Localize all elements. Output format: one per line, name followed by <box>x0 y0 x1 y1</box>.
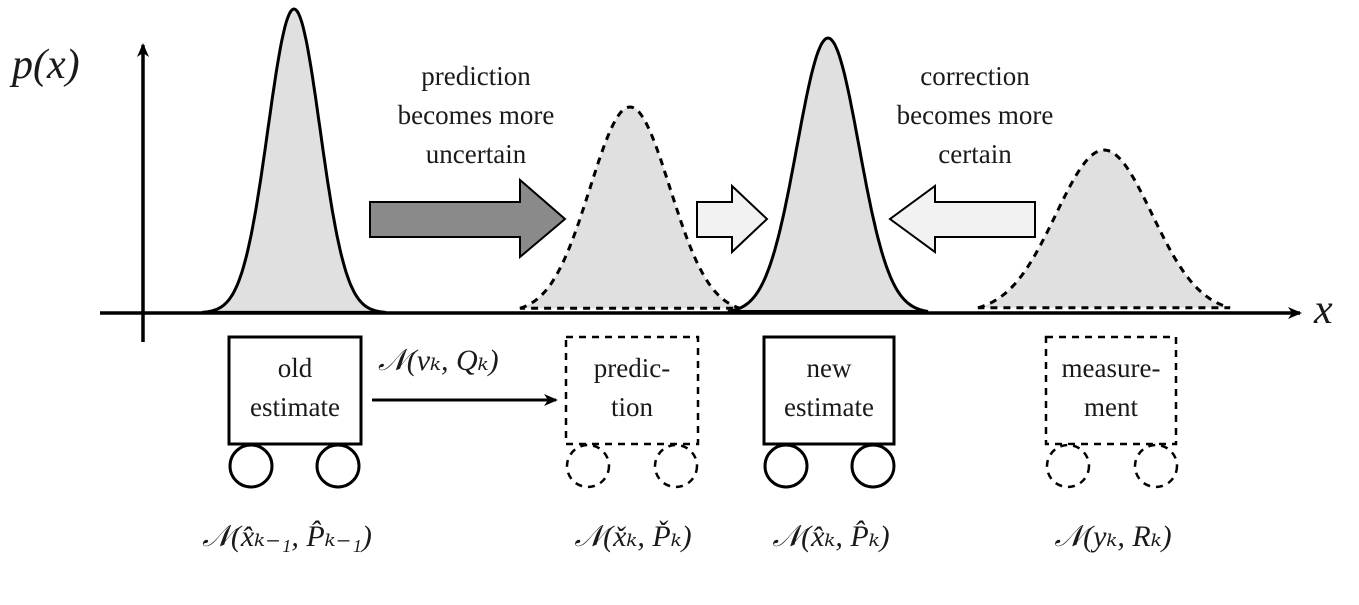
new-estimate-curve <box>727 36 929 313</box>
x-axis-label: x <box>1313 287 1333 333</box>
correction-block-arrow <box>888 184 1036 254</box>
cart-prediction-label-line-2: tion <box>611 392 654 422</box>
cart-prediction-label-line-1: predic- <box>594 353 670 383</box>
correction-annotation-line-1: correction <box>920 61 1030 91</box>
prediction-annotation-line-1: prediction <box>421 61 531 91</box>
cart-new-estimate: new estimate <box>762 335 896 489</box>
cart-prediction: predic- tion <box>564 335 700 489</box>
cart-new-wheel-right <box>850 443 896 489</box>
cart-prediction-wheel-left <box>565 443 611 489</box>
prediction-annotation-line-2: becomes more <box>398 100 555 130</box>
cart-new-wheel-left <box>763 443 809 489</box>
measurement-distribution: 𝒩(yₖ, Rₖ) <box>1054 520 1171 553</box>
correction-annotation-line-2: becomes more <box>897 100 1054 130</box>
new-estimate-distribution: 𝒩(x̂ₖ, P̂ₖ) <box>772 520 889 553</box>
cart-old-label-line-1: old <box>278 353 313 383</box>
cart-old-wheel-left <box>228 443 274 489</box>
cart-measurement-label-line-2: ment <box>1084 392 1138 422</box>
cart-measurement-wheel-left <box>1045 443 1091 489</box>
cart-old-estimate: old estimate <box>227 335 363 489</box>
measurement-curve <box>977 148 1231 310</box>
prediction-block-arrow <box>369 177 567 260</box>
old-estimate-curve <box>201 7 387 314</box>
cart-new-label-line-1: new <box>807 353 852 383</box>
cart-new-label-line-2: estimate <box>784 392 874 422</box>
prediction-curve <box>519 105 741 310</box>
cart-old-wheel-right <box>315 443 361 489</box>
combine-block-arrow <box>696 183 769 255</box>
cart-measurement-wheel-right <box>1133 443 1179 489</box>
transition-noise-label: 𝒩(vₖ, Qₖ) <box>378 344 499 377</box>
correction-annotation-line-3: certain <box>938 139 1012 169</box>
cart-measurement-label-line-1: measure- <box>1062 353 1161 383</box>
y-axis-label: p(x) <box>9 42 80 88</box>
old-estimate-distribution: 𝒩(x̂ₖ₋₁, P̂ₖ₋₁) <box>202 520 372 553</box>
prediction-distribution: 𝒩(x̌ₖ, P̌ₖ) <box>574 520 691 553</box>
prediction-annotation-line-3: uncertain <box>426 139 527 169</box>
cart-old-label-line-2: estimate <box>250 392 340 422</box>
cart-measurement: measure- ment <box>1044 335 1179 489</box>
cart-prediction-wheel-right <box>653 443 699 489</box>
